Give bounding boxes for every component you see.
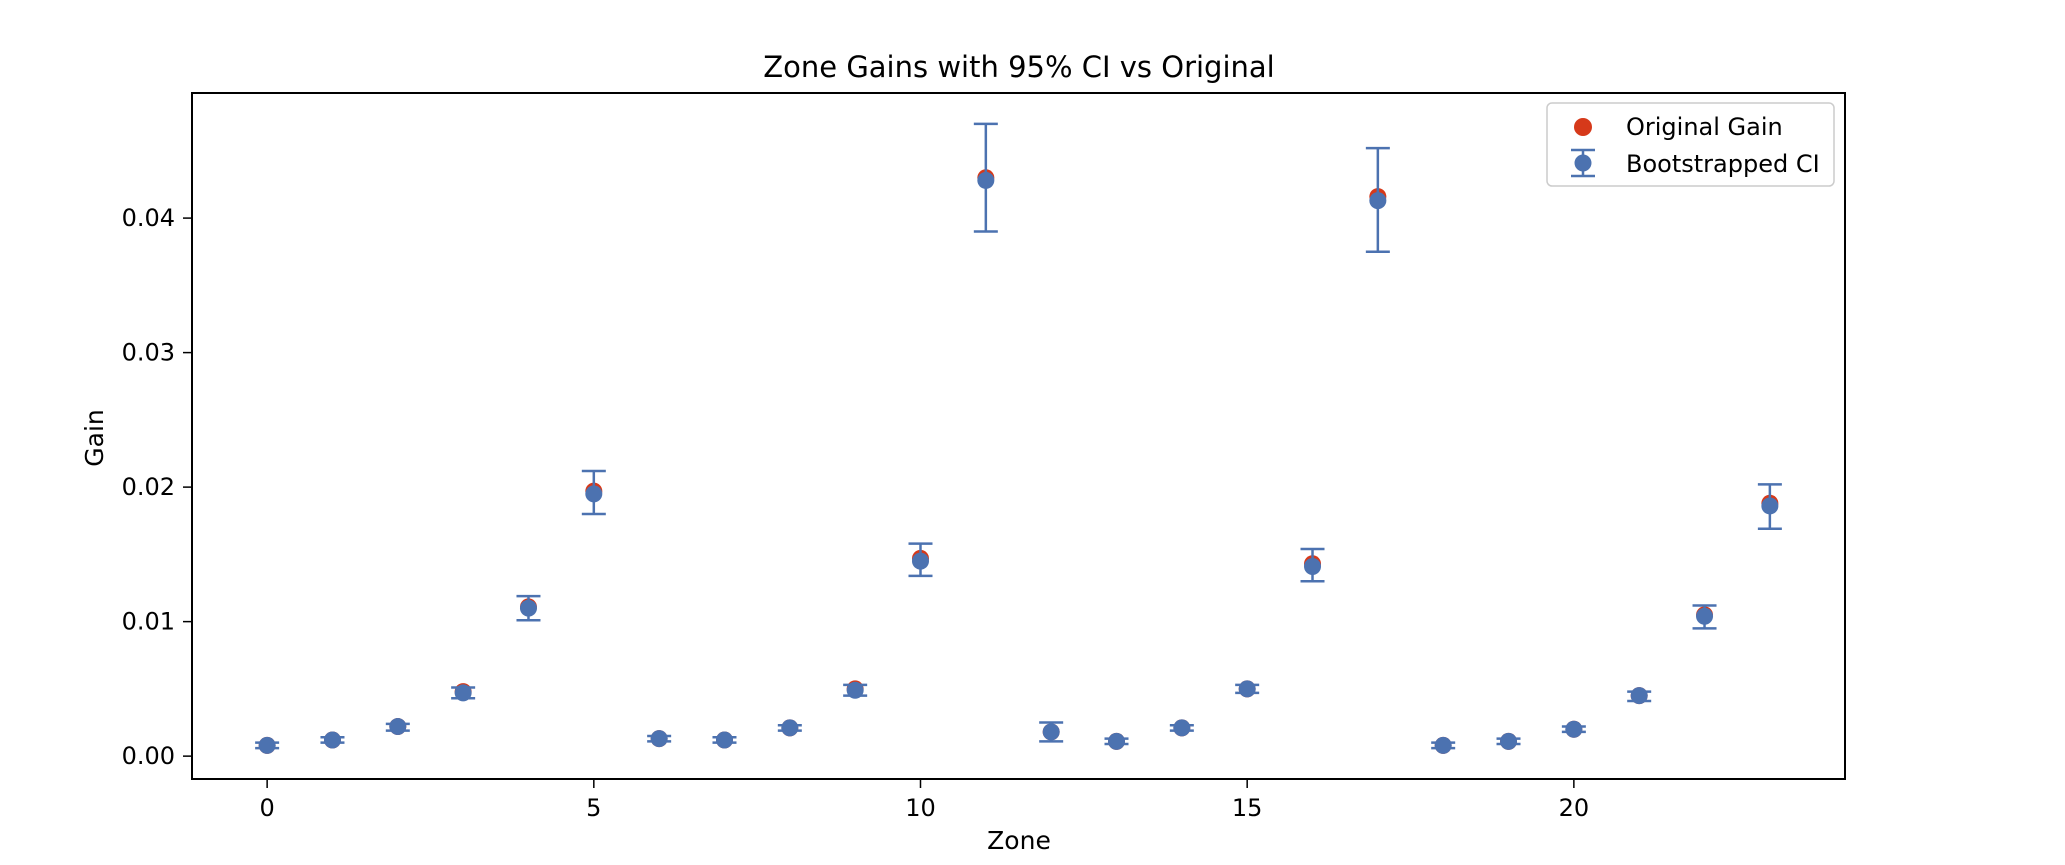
legend-box [1546, 102, 1835, 187]
y-tick-label: 0.02 [122, 473, 175, 501]
bootstrap-point [1565, 720, 1583, 738]
bootstrap-point [585, 485, 603, 503]
bootstrap-point [1630, 687, 1648, 705]
bootstrap-point [258, 736, 276, 754]
bootstrap-point [846, 681, 864, 699]
x-axis-label: Zone [987, 826, 1051, 855]
chart-title: Zone Gains with 95% CI vs Original [763, 50, 1274, 84]
legend: Original Gain Bootstrapped CI [1546, 102, 1835, 187]
plot-area: 0 5 10 15 20 0.00 0.01 0.02 0.03 0.04 [122, 122, 1782, 822]
legend-ci-label: Bootstrapped CI [1626, 150, 1820, 178]
bootstrap-point [519, 599, 537, 617]
y-tick-label: 0.03 [122, 339, 175, 367]
bootstrap-point [715, 731, 733, 749]
bootstrap-point [1434, 736, 1452, 754]
bootstrap-point [1696, 607, 1714, 625]
y-tick-label: 0.04 [122, 204, 175, 232]
x-tick-label: 10 [905, 794, 936, 822]
bootstrap-point [1238, 680, 1256, 698]
bootstrap-point [1500, 732, 1518, 750]
y-axis-label: Gain [80, 409, 109, 466]
bootstrap-point [1042, 723, 1060, 741]
bootstrap-point [1108, 732, 1126, 750]
x-tick-label: 5 [586, 794, 601, 822]
bootstrap-point [1173, 719, 1191, 737]
y-tick-label: 0.01 [122, 608, 175, 636]
bootstrap-point [977, 171, 995, 189]
x-tick-label: 20 [1559, 794, 1590, 822]
bootstrap-point [1369, 192, 1387, 210]
x-tick-label: 15 [1232, 794, 1263, 822]
plot-frame [191, 92, 1846, 780]
bootstrap-point [454, 684, 472, 702]
bootstrap-point [911, 552, 929, 570]
bootstrap-point [1761, 497, 1779, 515]
bootstrap-point [323, 731, 341, 749]
bootstrap-point [781, 719, 799, 737]
legend-ci-marker [1571, 148, 1595, 178]
y-tick-label: 0.00 [122, 742, 175, 770]
bootstrap-point [1304, 557, 1322, 575]
bootstrap-point [389, 718, 407, 736]
legend-original-marker [1574, 118, 1592, 136]
bootstrap-point [650, 730, 668, 748]
legend-ci-point [1574, 154, 1592, 172]
legend-original-label: Original Gain [1626, 113, 1783, 141]
x-tick-label: 0 [259, 794, 274, 822]
